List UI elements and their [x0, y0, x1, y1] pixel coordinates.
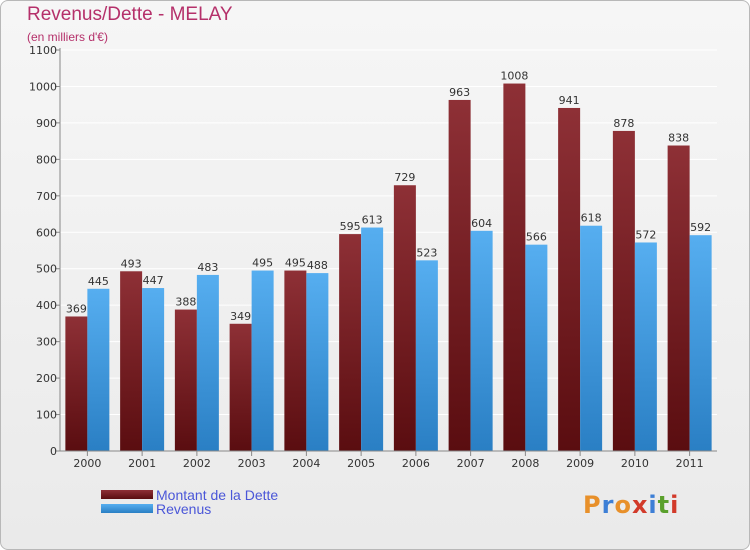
legend-swatch-debt: [101, 490, 153, 499]
bar-revenus: [415, 260, 438, 451]
bar-revenus: [196, 274, 219, 451]
bar-revenus: [87, 288, 110, 451]
data-label: 523: [416, 246, 437, 259]
data-label: 447: [143, 274, 164, 287]
x-tick-label: 2001: [128, 457, 156, 470]
logo-letter: t: [657, 491, 671, 519]
data-label: 613: [362, 214, 383, 227]
data-label: 838: [668, 132, 689, 145]
bar-revenus: [580, 225, 603, 451]
y-tick-label: 800: [36, 153, 57, 166]
y-tick-label: 100: [36, 409, 57, 422]
logo-letter: i: [670, 491, 680, 519]
bar-debt: [667, 145, 690, 451]
chart-title: Revenus/Dette - MELAY: [27, 4, 233, 25]
bar-debt: [393, 185, 416, 451]
x-tick-label: 2005: [347, 457, 375, 470]
bar-debt: [503, 83, 526, 452]
data-label: 595: [340, 220, 361, 233]
logo-letter: o: [614, 491, 632, 519]
x-tick-label: 2003: [238, 457, 266, 470]
data-label: 493: [121, 257, 142, 270]
bar-debt: [448, 99, 471, 452]
bar-revenus: [634, 242, 657, 451]
chart-subtitle: (en milliers d'€): [27, 30, 108, 44]
data-label: 963: [449, 86, 470, 99]
data-label: 388: [175, 296, 196, 309]
data-label: 729: [394, 171, 415, 184]
bar-debt: [174, 309, 197, 451]
x-tick-label: 2010: [621, 457, 649, 470]
bar-debt: [65, 316, 88, 451]
legend-label-revenus: Revenus: [156, 501, 212, 517]
logo-letter: i: [648, 491, 658, 519]
x-tick-label: 2007: [457, 457, 485, 470]
data-label: 488: [307, 259, 328, 272]
data-label: 566: [526, 231, 547, 244]
data-label: 604: [471, 217, 492, 230]
data-label: 572: [635, 228, 656, 241]
x-tick-label: 2011: [676, 457, 704, 470]
x-tick-label: 2009: [566, 457, 594, 470]
y-tick-label: 1000: [29, 80, 57, 93]
bar-revenus: [525, 244, 548, 451]
y-tick-label: 600: [36, 226, 57, 239]
bar-revenus: [142, 288, 165, 451]
data-label: 618: [581, 212, 602, 225]
x-tick-label: 2008: [511, 457, 539, 470]
bar-debt: [120, 271, 143, 451]
x-tick-label: 2000: [73, 457, 101, 470]
logo-letter: r: [601, 491, 615, 519]
x-tick-label: 2004: [292, 457, 320, 470]
data-label: 369: [66, 302, 87, 315]
bar-debt: [229, 323, 252, 451]
data-label: 483: [197, 261, 218, 274]
y-tick-label: 900: [36, 117, 57, 130]
logo-letter: P: [583, 491, 602, 519]
y-tick-label: 1100: [29, 44, 57, 57]
x-tick-label: 2006: [402, 457, 430, 470]
bar-debt: [612, 130, 635, 452]
y-tick-label: 200: [36, 372, 57, 385]
y-tick-label: 0: [50, 445, 57, 458]
bar-revenus: [251, 270, 274, 451]
data-label: 941: [559, 94, 580, 107]
data-label: 495: [252, 257, 273, 270]
data-label: 592: [690, 221, 711, 234]
y-tick-label: 700: [36, 190, 57, 203]
data-label: 349: [230, 310, 251, 323]
data-label: 445: [88, 275, 109, 288]
data-label: 495: [285, 257, 306, 270]
bar-revenus: [470, 230, 493, 451]
data-label: 1008: [500, 70, 528, 83]
legend-label-debt: Montant de la Dette: [156, 487, 279, 503]
data-label: 878: [613, 117, 634, 130]
bar-debt: [558, 107, 581, 451]
y-tick-label: 500: [36, 263, 57, 276]
y-tick-label: 400: [36, 299, 57, 312]
proxiti-logo[interactable]: Proxiti: [583, 491, 679, 519]
bar-revenus: [306, 273, 329, 451]
logo-letter: x: [631, 491, 649, 519]
bar-revenus: [689, 235, 712, 451]
legend-swatch-revenus: [101, 504, 153, 513]
bar-debt: [284, 270, 307, 451]
y-tick-label: 300: [36, 336, 57, 349]
x-tick-label: 2002: [183, 457, 211, 470]
bar-revenus: [361, 227, 384, 451]
bar-debt: [339, 234, 362, 451]
